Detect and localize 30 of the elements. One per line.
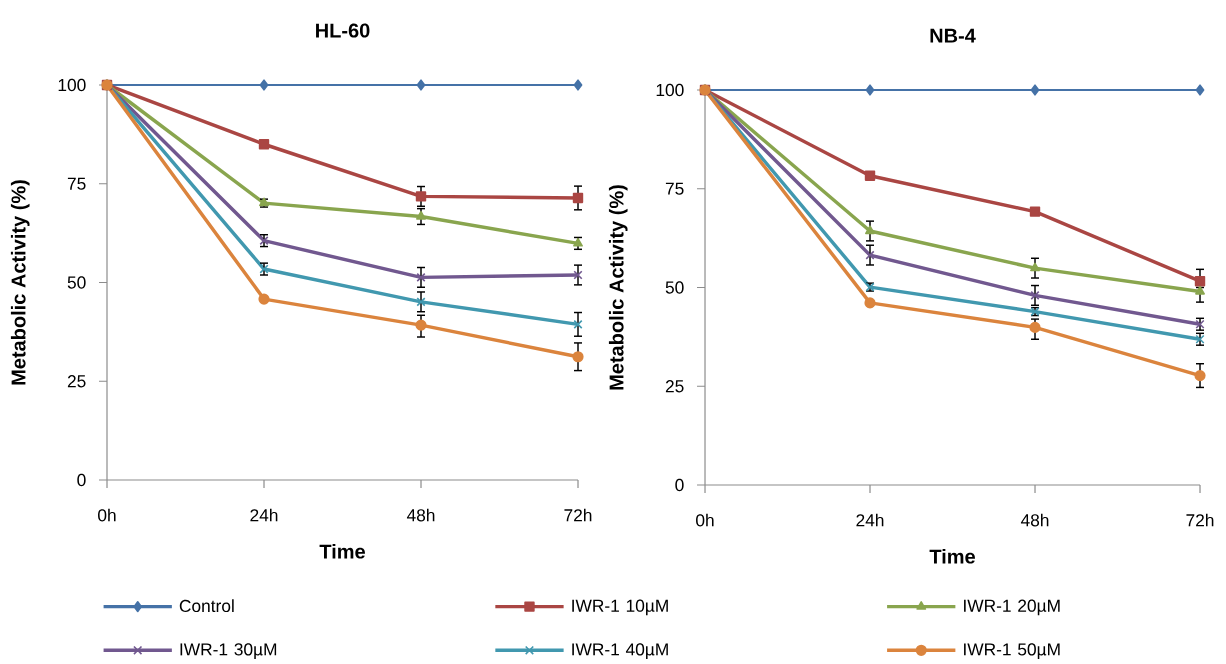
y-tick-label: 0 [77,473,86,487]
y-tick-label: 25 [67,375,86,388]
y-tick-label: 75 [67,177,86,190]
y-axis-title: Metabolic Activity (%) [10,180,30,385]
y-tick-label: 100 [656,83,684,97]
y-tick-label: 0 [675,478,684,492]
y-tick-label: 50 [665,281,684,294]
x-tick-label: 24h [250,508,278,522]
x-tick-label: 72h [1186,513,1214,527]
y-tick-label: 50 [67,276,86,289]
x-tick-label: 0h [696,513,714,527]
legend-label: IWR-1 50µM [964,643,1060,659]
x-tick-label: 24h [856,513,884,527]
legend-label: IWR-1 20µM [964,599,1060,616]
x-tick-label: 48h [406,508,435,522]
x-tick-label: 72h [564,508,592,522]
y-tick-label: 25 [665,380,684,393]
legend-label: IWR-1 10µM [572,599,668,616]
x-tick-label: 48h [1020,513,1049,527]
legend-label: IWR-1 40µM [572,643,668,659]
x-tick-label: 0h [98,508,116,522]
y-tick-label: 100 [58,78,86,92]
x-axis-title: Time [929,548,975,564]
chart-title: NB-4 [930,28,976,43]
x-axis-title: Time [319,543,365,559]
legend-label: Control [179,599,234,613]
chart-title: HL-60 [316,23,370,38]
y-axis-title: Metabolic Activity (%) [608,185,628,390]
y-tick-label: 75 [665,182,684,195]
legend-label: IWR-1 30µM [180,643,277,659]
